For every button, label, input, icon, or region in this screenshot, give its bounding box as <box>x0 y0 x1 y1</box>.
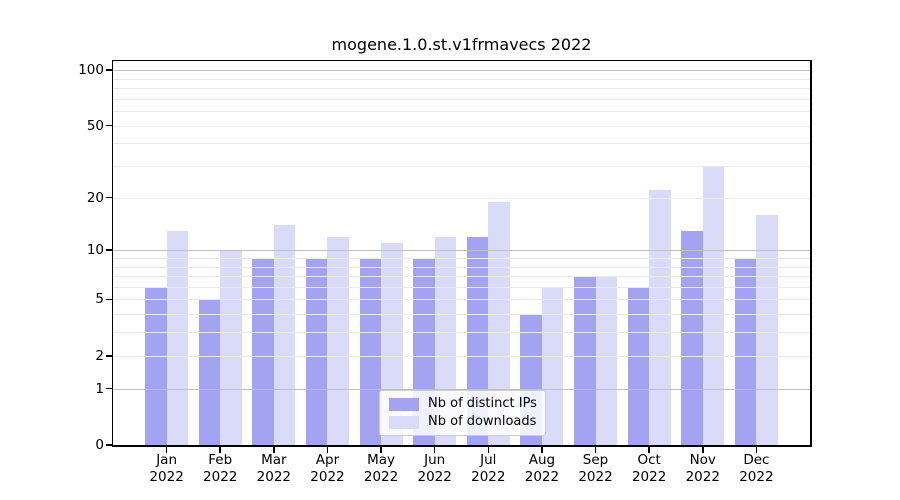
x-tick-label-apr: Apr 2022 <box>310 452 345 485</box>
gridline-minor-7 <box>113 276 810 278</box>
y-tick-1 <box>105 387 112 390</box>
y-tick-label-1: 1 <box>95 380 104 397</box>
x-tick-label-oct: Oct 2022 <box>631 452 667 485</box>
x-tick-sep <box>594 446 597 453</box>
x-tick-label-mar: Mar 2022 <box>256 452 292 485</box>
gridline-minor-50 <box>113 125 810 127</box>
gridline-minor-90 <box>113 78 810 80</box>
bar-downloads-mar <box>273 225 296 445</box>
axis-spine-right <box>810 59 812 447</box>
bar-downloads-oct <box>649 190 671 445</box>
legend-label-downloads: Nb of downloads <box>428 414 537 429</box>
plot-area: 0 1 2 5 10 20 50 100 Jan 2022 Feb 2022 Mar 2022 Apr… <box>78 59 812 485</box>
legend-label-ips: Nb of distinct IPs <box>428 396 537 411</box>
bar-ips-oct <box>627 286 650 445</box>
x-tick-dec <box>755 446 758 453</box>
x-tick-label-nov: Nov 2022 <box>685 452 720 485</box>
gridline-major-1 <box>113 388 810 390</box>
y-tick-5 <box>105 298 112 301</box>
x-tick-jun <box>433 446 436 453</box>
gridline-minor-30 <box>113 166 810 168</box>
y-tick-10 <box>105 249 112 251</box>
legend: Nb of distinct IPs Nb of downloads <box>379 390 546 436</box>
y-tick-20 <box>105 196 112 199</box>
bar-downloads-apr <box>327 236 349 445</box>
gridline-minor-3 <box>113 332 810 334</box>
axis-spine-bottom <box>111 445 812 447</box>
x-tick-label-dec: Dec 2022 <box>739 452 774 485</box>
x-tick-label-jun: Jun 2022 <box>417 452 452 485</box>
bar-ips-apr <box>305 257 328 445</box>
y-tick-2 <box>105 355 112 357</box>
bar-ips-may <box>359 257 382 445</box>
gridline-minor-80 <box>113 88 810 90</box>
gridline-minor-5 <box>113 299 810 301</box>
x-tick-label-sep: Sep 2022 <box>578 452 613 485</box>
gridline-minor-2 <box>113 355 810 357</box>
x-tick-label-aug: Aug 2022 <box>524 452 560 485</box>
legend-item-downloads: Nb of downloads <box>389 414 536 430</box>
legend-swatch-downloads <box>389 415 419 429</box>
gridline-minor-6 <box>113 286 810 288</box>
y-tick-label-2: 2 <box>95 347 104 364</box>
y-tick-50 <box>105 124 112 127</box>
bar-ips-nov <box>681 230 703 445</box>
x-tick-oct <box>648 446 650 453</box>
x-tick-mar <box>273 446 275 453</box>
x-tick-feb <box>219 446 221 453</box>
x-tick-label-may: May 2022 <box>363 452 399 485</box>
y-tick-label-5: 5 <box>95 291 104 308</box>
x-tick-nov <box>702 446 704 453</box>
x-tick-may <box>380 446 382 453</box>
y-tick-label-50: 50 <box>86 117 104 134</box>
gridline-major-100 <box>113 70 810 72</box>
x-tick-jul <box>487 446 490 453</box>
gridline-minor-4 <box>113 314 810 316</box>
bar-ips-sep <box>574 276 596 445</box>
bar-downloads-nov <box>702 166 725 445</box>
axis-spine-top <box>111 59 812 61</box>
x-tick-jan <box>165 446 168 453</box>
bar-ips-dec <box>734 257 757 445</box>
x-tick-label-feb: Feb 2022 <box>203 452 238 485</box>
bar-ips-jan <box>145 286 167 445</box>
x-tick-aug <box>541 446 543 453</box>
bar-downloads-jul <box>488 201 510 445</box>
x-tick-apr <box>326 446 329 453</box>
bar-ips-feb <box>198 299 221 445</box>
y-tick-label-10: 10 <box>86 242 104 259</box>
y-tick-label-20: 20 <box>86 189 104 206</box>
y-tick-label-100: 100 <box>78 62 104 79</box>
bar-downloads-dec <box>756 214 778 445</box>
bar-downloads-feb <box>220 250 242 445</box>
x-tick-label-jul: Jul 2022 <box>471 452 506 485</box>
bar-downloads-aug <box>541 286 564 445</box>
bar-ips-mar <box>252 257 274 445</box>
gridline-major-10 <box>113 250 810 252</box>
y-tick-label-0: 0 <box>95 437 104 453</box>
gridline-minor-40 <box>113 143 810 145</box>
gridline-minor-70 <box>113 98 810 100</box>
bar-downloads-sep <box>595 276 618 445</box>
chart-title: mogene.1.0.st.v1frmavecs 2022 <box>331 35 592 54</box>
gridline-minor-8 <box>113 266 810 268</box>
y-tick-100 <box>105 69 112 71</box>
gridline-minor-60 <box>113 111 810 113</box>
gridline-minor-20 <box>113 197 810 199</box>
bar-downloads-jan <box>166 230 189 445</box>
y-tick-0 <box>105 444 112 446</box>
legend-swatch-ips <box>389 397 419 411</box>
gridline-minor-9 <box>113 257 810 259</box>
axis-spine-left <box>111 59 113 447</box>
legend-item-distinct-ips: Nb of distinct IPs <box>389 396 537 412</box>
x-tick-label-jan: Jan 2022 <box>149 452 184 485</box>
